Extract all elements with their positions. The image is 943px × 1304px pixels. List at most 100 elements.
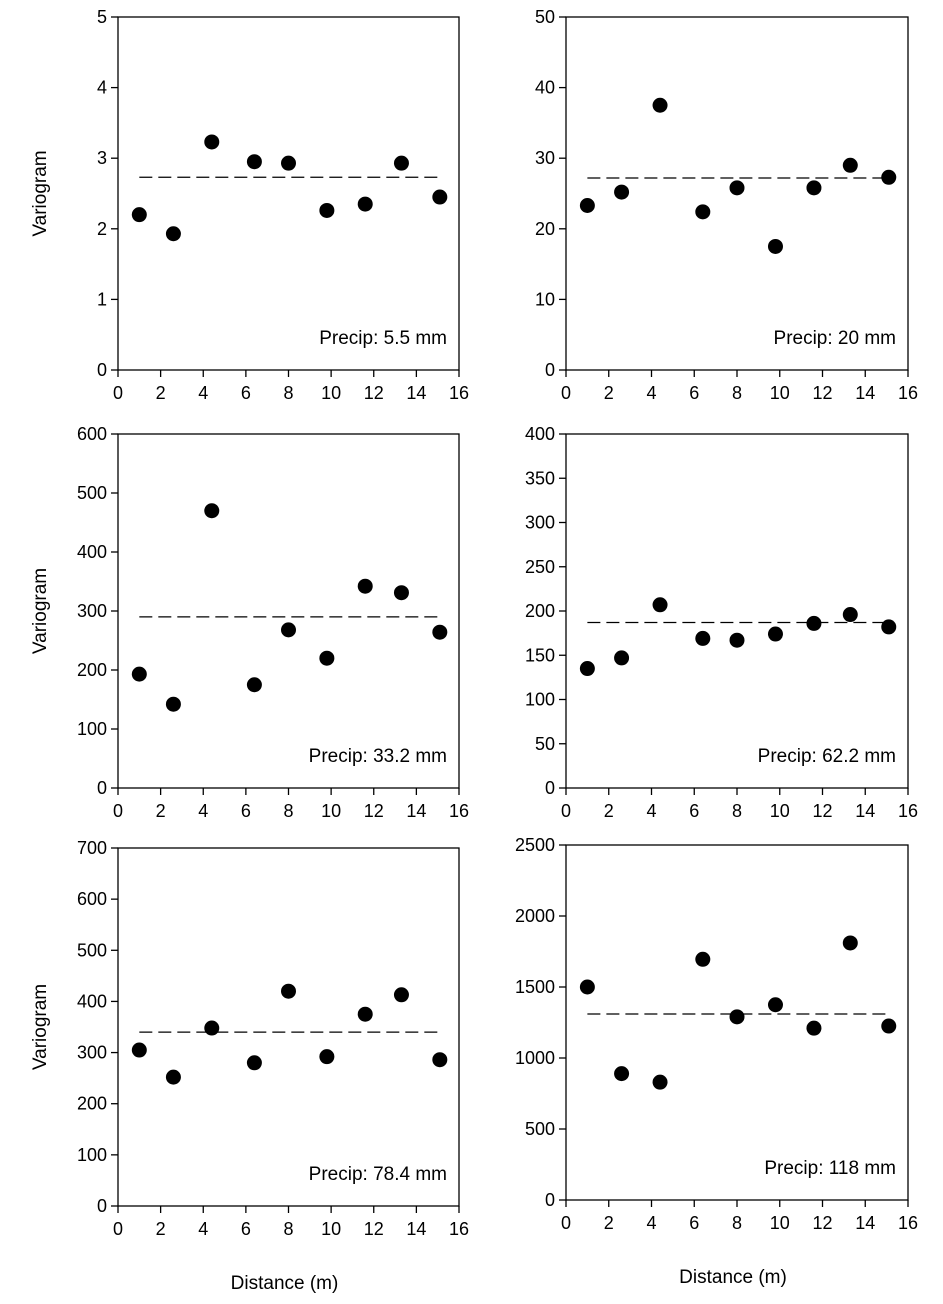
x-tick-label: 6 bbox=[689, 1213, 699, 1233]
data-point bbox=[614, 1066, 630, 1082]
variogram-panel-4: 0 50 100 150 200 250 300 350 400 0 2 4 6 8 10 12 14 16 Pre… bbox=[525, 424, 918, 821]
x-tick-label: 10 bbox=[770, 383, 790, 403]
x-tick-label: 2 bbox=[604, 383, 614, 403]
x-tick-label: 2 bbox=[604, 801, 614, 821]
x-tick-label: 8 bbox=[283, 383, 293, 403]
x-tick-label: 10 bbox=[321, 801, 341, 821]
x-tick-label: 12 bbox=[812, 1213, 832, 1233]
x-tick-label: 2 bbox=[156, 383, 166, 403]
x-tick-label: 14 bbox=[406, 801, 426, 821]
x-tick-label: 14 bbox=[855, 801, 875, 821]
data-point bbox=[614, 184, 630, 200]
variogram-panel-5: 0 100 200 300 400 500 600 700 0 2 4 6 8 10 12 14 16 Preci… bbox=[30, 838, 469, 1294]
y-tick-label: 2000 bbox=[515, 906, 555, 926]
variogram-panel-2: 0 10 20 30 40 50 0 2 4 6 8 10 12 14 16 Precip: 20 mm bbox=[535, 7, 918, 403]
x-tick-label: 12 bbox=[364, 383, 384, 403]
data-point bbox=[432, 1052, 448, 1068]
y-tick-label: 350 bbox=[525, 468, 555, 488]
data-point bbox=[806, 1020, 822, 1036]
data-point bbox=[319, 1049, 335, 1065]
plot-frame bbox=[117, 847, 460, 1207]
x-tick-label: 0 bbox=[561, 1213, 571, 1233]
data-point bbox=[165, 696, 181, 712]
y-tick-label: 50 bbox=[535, 7, 555, 27]
y-tick-label: 0 bbox=[97, 778, 107, 798]
y-tick-label: 0 bbox=[97, 360, 107, 380]
x-tick-label: 16 bbox=[449, 801, 469, 821]
y-tick-label: 40 bbox=[535, 78, 555, 98]
y-tick-label: 400 bbox=[77, 542, 107, 562]
y-tick-label: 600 bbox=[77, 889, 107, 909]
y-tick-label: 400 bbox=[525, 424, 555, 444]
data-point bbox=[281, 983, 296, 999]
x-tick-label: 12 bbox=[364, 1219, 384, 1239]
y-tick-label: 500 bbox=[77, 940, 107, 960]
x-tick-label: 14 bbox=[855, 1213, 875, 1233]
x-tick-label: 4 bbox=[198, 1219, 208, 1239]
data-point bbox=[579, 661, 595, 677]
y-tick-label: 0 bbox=[545, 778, 555, 798]
data-point bbox=[729, 180, 745, 196]
y-tick-label: 100 bbox=[77, 1145, 107, 1165]
data-point bbox=[165, 226, 181, 242]
x-tick-label: 10 bbox=[770, 801, 790, 821]
x-tick-label: 2 bbox=[604, 1213, 614, 1233]
y-tick-label: 1500 bbox=[515, 977, 555, 997]
y-axis-label: Variogram bbox=[30, 568, 51, 654]
data-point bbox=[246, 677, 262, 693]
x-tick-label: 6 bbox=[241, 801, 251, 821]
data-point bbox=[695, 630, 711, 646]
y-tick-label: 4 bbox=[97, 78, 107, 98]
y-tick-label: 700 bbox=[77, 838, 107, 858]
y-tick-label: 100 bbox=[525, 690, 555, 710]
y-tick-label: 250 bbox=[525, 557, 555, 577]
x-tick-label: 4 bbox=[198, 383, 208, 403]
data-point bbox=[204, 134, 220, 150]
variogram-panel-6: 0 500 1000 1500 2000 2500 0 2 4 6 8 10 12 14 16 Precip:… bbox=[515, 835, 918, 1288]
data-point bbox=[281, 622, 296, 638]
x-tick-label: 0 bbox=[561, 801, 571, 821]
data-point bbox=[695, 204, 711, 220]
y-tick-label: 1000 bbox=[515, 1048, 555, 1068]
data-point bbox=[319, 202, 335, 218]
x-axis-label: Distance (m) bbox=[231, 1273, 339, 1294]
data-point bbox=[806, 615, 822, 631]
x-tick-label: 0 bbox=[561, 383, 571, 403]
x-tick-label: 16 bbox=[898, 1213, 918, 1233]
data-point bbox=[652, 97, 668, 113]
x-tick-label: 16 bbox=[898, 383, 918, 403]
data-point bbox=[393, 155, 409, 171]
y-tick-label: 600 bbox=[77, 424, 107, 444]
data-point bbox=[131, 666, 147, 682]
data-point bbox=[729, 632, 745, 648]
y-tick-label: 100 bbox=[77, 719, 107, 739]
data-point bbox=[357, 1006, 373, 1022]
x-tick-label: 10 bbox=[770, 1213, 790, 1233]
y-tick-label: 200 bbox=[77, 660, 107, 680]
data-point bbox=[881, 1018, 897, 1034]
x-tick-label: 16 bbox=[449, 1219, 469, 1239]
precip-annotation: Precip: 78.4 mm bbox=[309, 1164, 447, 1185]
data-point bbox=[131, 1042, 147, 1058]
y-tick-label: 1 bbox=[97, 289, 107, 309]
x-tick-label: 12 bbox=[812, 801, 832, 821]
precip-annotation: Precip: 62.2 mm bbox=[758, 746, 896, 767]
data-point bbox=[842, 607, 858, 623]
data-point bbox=[246, 1055, 262, 1071]
data-point bbox=[652, 1074, 668, 1090]
y-tick-label: 200 bbox=[77, 1094, 107, 1114]
y-tick-label: 400 bbox=[77, 991, 107, 1011]
y-tick-label: 500 bbox=[525, 1119, 555, 1139]
plot-frame bbox=[117, 16, 460, 371]
y-axis-label: Variogram bbox=[30, 984, 51, 1070]
x-tick-label: 8 bbox=[283, 1219, 293, 1239]
data-point bbox=[357, 196, 373, 212]
y-tick-label: 0 bbox=[545, 360, 555, 380]
x-tick-label: 4 bbox=[646, 801, 656, 821]
y-tick-label: 300 bbox=[525, 513, 555, 533]
data-point bbox=[767, 997, 783, 1013]
data-point bbox=[881, 169, 897, 185]
x-tick-label: 6 bbox=[689, 383, 699, 403]
data-point bbox=[393, 987, 409, 1003]
